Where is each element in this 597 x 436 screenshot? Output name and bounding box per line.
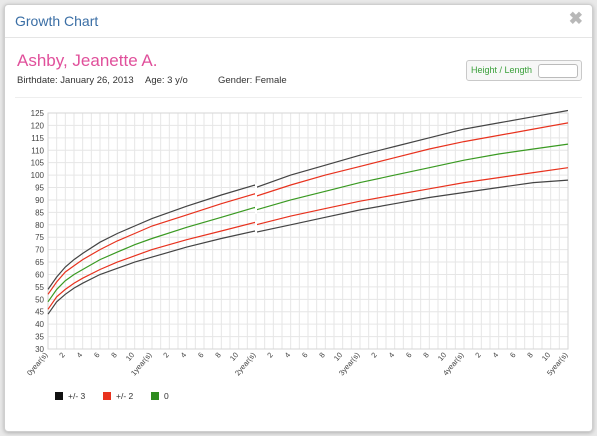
legend-label: +/- 3 — [68, 391, 86, 401]
x-tick-label: 6 — [196, 351, 206, 360]
y-tick-label: 30 — [35, 345, 44, 354]
x-tick-label: 8 — [109, 351, 119, 360]
dialog-header: Growth Chart ✖ — [5, 5, 592, 38]
x-tick-label: 8 — [525, 351, 535, 360]
y-tick-label: 40 — [35, 320, 44, 329]
series-line--3 — [47, 109, 569, 290]
x-tick-label: 4 — [75, 351, 85, 360]
series-line--3 — [47, 179, 569, 315]
x-tick-label: 6 — [300, 351, 310, 360]
legend-swatch — [151, 392, 159, 400]
x-tick-label: 10 — [436, 351, 448, 363]
x-tick-label: 2 — [369, 351, 379, 360]
x-tick-label: 10 — [124, 351, 136, 363]
y-tick-label: 45 — [35, 308, 44, 317]
y-tick-label: 50 — [35, 295, 44, 304]
series-line--2 — [47, 122, 569, 295]
y-tick-label: 105 — [31, 159, 45, 168]
x-tick-label: 4 — [179, 351, 189, 360]
plot-area — [47, 112, 569, 350]
x-tick-label: 10 — [540, 351, 552, 363]
x-tick-label: 10 — [332, 351, 344, 363]
x-tick-label: 2 — [265, 351, 275, 360]
x-tick-label: 8 — [421, 351, 431, 360]
x-tick-label: 2 — [57, 351, 67, 360]
series-line-0 — [47, 143, 569, 303]
dialog-title: Growth Chart — [15, 13, 99, 29]
x-tick-label: 0year(s) — [25, 350, 50, 377]
measurement-toggle-switch[interactable] — [538, 64, 578, 78]
legend-swatch — [55, 392, 63, 400]
y-tick-label: 90 — [35, 196, 44, 205]
y-tick-label: 35 — [35, 333, 44, 342]
y-tick-label: 125 — [31, 109, 45, 118]
patient-age: Age: 3 y/o — [145, 75, 188, 86]
x-tick-label: 6 — [508, 351, 518, 360]
y-tick-label: 85 — [35, 208, 44, 217]
x-tick-label: 8 — [213, 351, 223, 360]
y-tick-label: 120 — [31, 121, 45, 130]
legend-label: 0 — [164, 391, 169, 401]
legend-label: +/- 2 — [116, 391, 134, 401]
y-tick-label: 110 — [31, 146, 44, 155]
y-tick-label: 60 — [35, 270, 44, 279]
y-tick-label: 65 — [35, 258, 44, 267]
y-tick-label: 95 — [35, 184, 44, 193]
measurement-toggle-label: Height / Length — [471, 65, 533, 75]
x-tick-label: 2 — [161, 351, 171, 360]
legend-swatch — [103, 392, 111, 400]
close-icon[interactable]: ✖ — [568, 9, 583, 28]
y-tick-label: 100 — [31, 171, 45, 180]
x-tick-label: 6 — [92, 351, 102, 360]
header-divider — [15, 97, 582, 98]
x-tick-label: 4 — [387, 351, 397, 360]
x-tick-label: 8 — [317, 351, 327, 360]
x-tick-label: 4 — [283, 351, 293, 360]
series-line--2 — [47, 167, 569, 310]
y-tick-label: 70 — [35, 246, 44, 255]
patient-birthdate: Birthdate: January 26, 2013 — [17, 75, 134, 86]
measurement-toggle[interactable]: Height / Length — [466, 60, 582, 81]
growth-chart-dialog: Growth Chart ✖ Ashby, Jeanette A. Birthd… — [4, 4, 593, 432]
x-tick-label: 4 — [491, 351, 501, 360]
y-tick-label: 80 — [35, 221, 44, 230]
patient-gender: Gender: Female — [218, 75, 287, 86]
y-tick-label: 115 — [31, 134, 44, 143]
x-tick-label: 2 — [473, 351, 483, 360]
x-tick-label: 10 — [228, 351, 240, 363]
x-tick-label: 6 — [404, 351, 414, 360]
y-tick-label: 75 — [35, 233, 44, 242]
y-tick-label: 55 — [35, 283, 44, 292]
patient-name: Ashby, Jeanette A. — [17, 51, 158, 70]
